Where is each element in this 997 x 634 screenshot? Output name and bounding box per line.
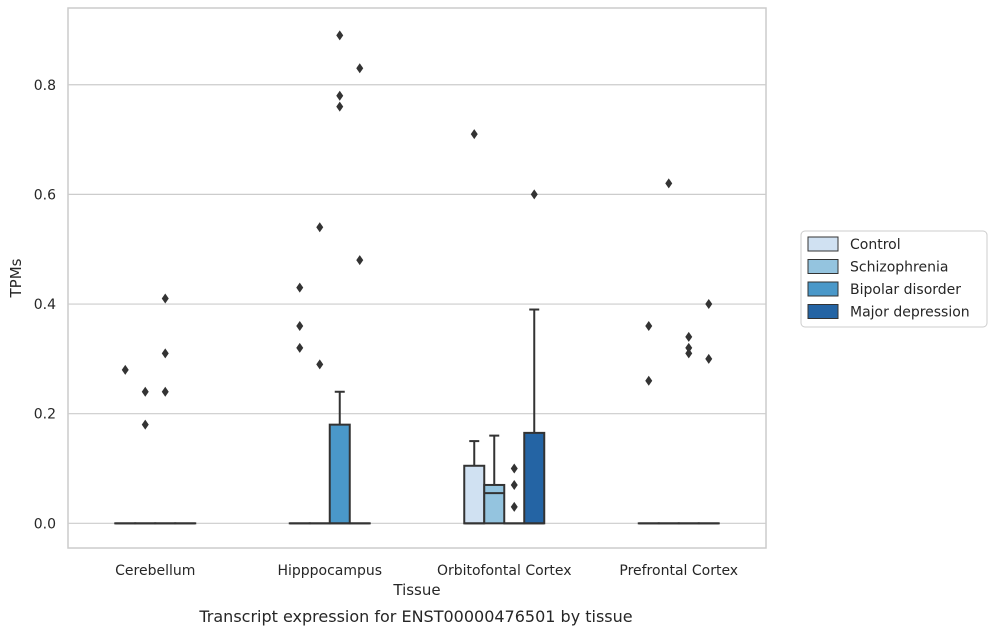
y-tick-label: 0.8 bbox=[34, 78, 56, 94]
outlier-point bbox=[336, 30, 344, 41]
legend-swatch bbox=[807, 259, 839, 274]
box-group bbox=[328, 30, 351, 525]
box-group bbox=[308, 222, 331, 525]
box-group bbox=[697, 299, 720, 525]
legend-entry: Bipolar disorder bbox=[850, 282, 961, 298]
y-tick-label: 0.0 bbox=[34, 516, 56, 532]
box-group bbox=[348, 63, 371, 525]
outlier-point bbox=[685, 331, 693, 342]
outlier-point bbox=[316, 359, 324, 370]
outlier-point bbox=[645, 320, 653, 331]
box-series bbox=[114, 30, 720, 525]
box bbox=[523, 431, 546, 525]
outlier-point bbox=[665, 178, 673, 189]
outlier-point bbox=[141, 386, 149, 397]
outlier-point bbox=[356, 255, 364, 266]
box-group bbox=[134, 386, 157, 525]
outlier-point bbox=[161, 293, 169, 304]
legend-swatch bbox=[807, 281, 839, 297]
plot-frame bbox=[67, 7, 767, 549]
legend-frame bbox=[800, 230, 988, 328]
legend-entry: Schizophrenia bbox=[850, 260, 948, 276]
legend-swatch bbox=[807, 236, 839, 252]
x-tick-label: Cerebellum bbox=[115, 563, 195, 579]
box-group bbox=[288, 282, 311, 525]
outlier-point bbox=[705, 353, 713, 364]
box bbox=[483, 483, 506, 525]
box-group bbox=[483, 434, 506, 525]
outlier-point bbox=[510, 501, 518, 512]
y-tick-label: 0.2 bbox=[34, 407, 56, 423]
outlier-point bbox=[705, 299, 713, 310]
legend-entry: Major depression bbox=[850, 305, 970, 321]
outlier-point bbox=[296, 342, 304, 353]
outlier-point bbox=[356, 63, 364, 74]
x-tick-label: Orbitofontal Cortex bbox=[437, 563, 572, 579]
box-group bbox=[503, 463, 526, 525]
outlier-point bbox=[316, 222, 324, 233]
x-axis-ticks: Cerebellum Hipppocampus Orbitofontal Corte… bbox=[115, 563, 738, 579]
box bbox=[463, 464, 486, 525]
legend-entry: Control bbox=[850, 237, 901, 253]
outlier-point bbox=[510, 479, 518, 490]
box bbox=[328, 423, 351, 525]
outlier-point bbox=[336, 90, 344, 101]
x-tick-label: Hipppocampus bbox=[277, 563, 382, 579]
legend: Control Schizophrenia Bipolar disorder Majo… bbox=[800, 230, 988, 328]
x-tick-label: Prefrontal Cortex bbox=[619, 563, 738, 579]
y-axis-label: TPMs bbox=[7, 258, 25, 298]
y-tick-label: 0.6 bbox=[34, 187, 56, 203]
outlier-point bbox=[685, 348, 693, 359]
chart-caption: Transcript expression for ENST0000047650… bbox=[198, 607, 632, 626]
outlier-point bbox=[161, 386, 169, 397]
box-group bbox=[463, 129, 486, 525]
outlier-point bbox=[296, 282, 304, 293]
outlier-point bbox=[530, 189, 538, 200]
outlier-point bbox=[121, 364, 129, 375]
y-axis-ticks: 0.0 0.2 0.4 0.6 0.8 bbox=[34, 78, 56, 533]
outlier-point bbox=[161, 348, 169, 359]
box-group bbox=[657, 178, 680, 525]
outlier-point bbox=[645, 375, 653, 386]
box-group bbox=[677, 331, 700, 525]
outlier-point bbox=[296, 320, 304, 331]
legend-swatch bbox=[807, 304, 839, 319]
outlier-point bbox=[336, 101, 344, 112]
box-group bbox=[637, 320, 660, 525]
grid-lines bbox=[68, 84, 766, 524]
box-group bbox=[114, 364, 137, 525]
x-axis-label: Tissue bbox=[392, 581, 440, 599]
outlier-point bbox=[510, 463, 518, 474]
box-group bbox=[523, 189, 546, 525]
outlier-point bbox=[685, 342, 693, 353]
box-group bbox=[154, 293, 177, 525]
y-tick-label: 0.4 bbox=[34, 297, 56, 313]
outlier-point bbox=[141, 419, 149, 430]
outlier-point bbox=[470, 129, 478, 140]
